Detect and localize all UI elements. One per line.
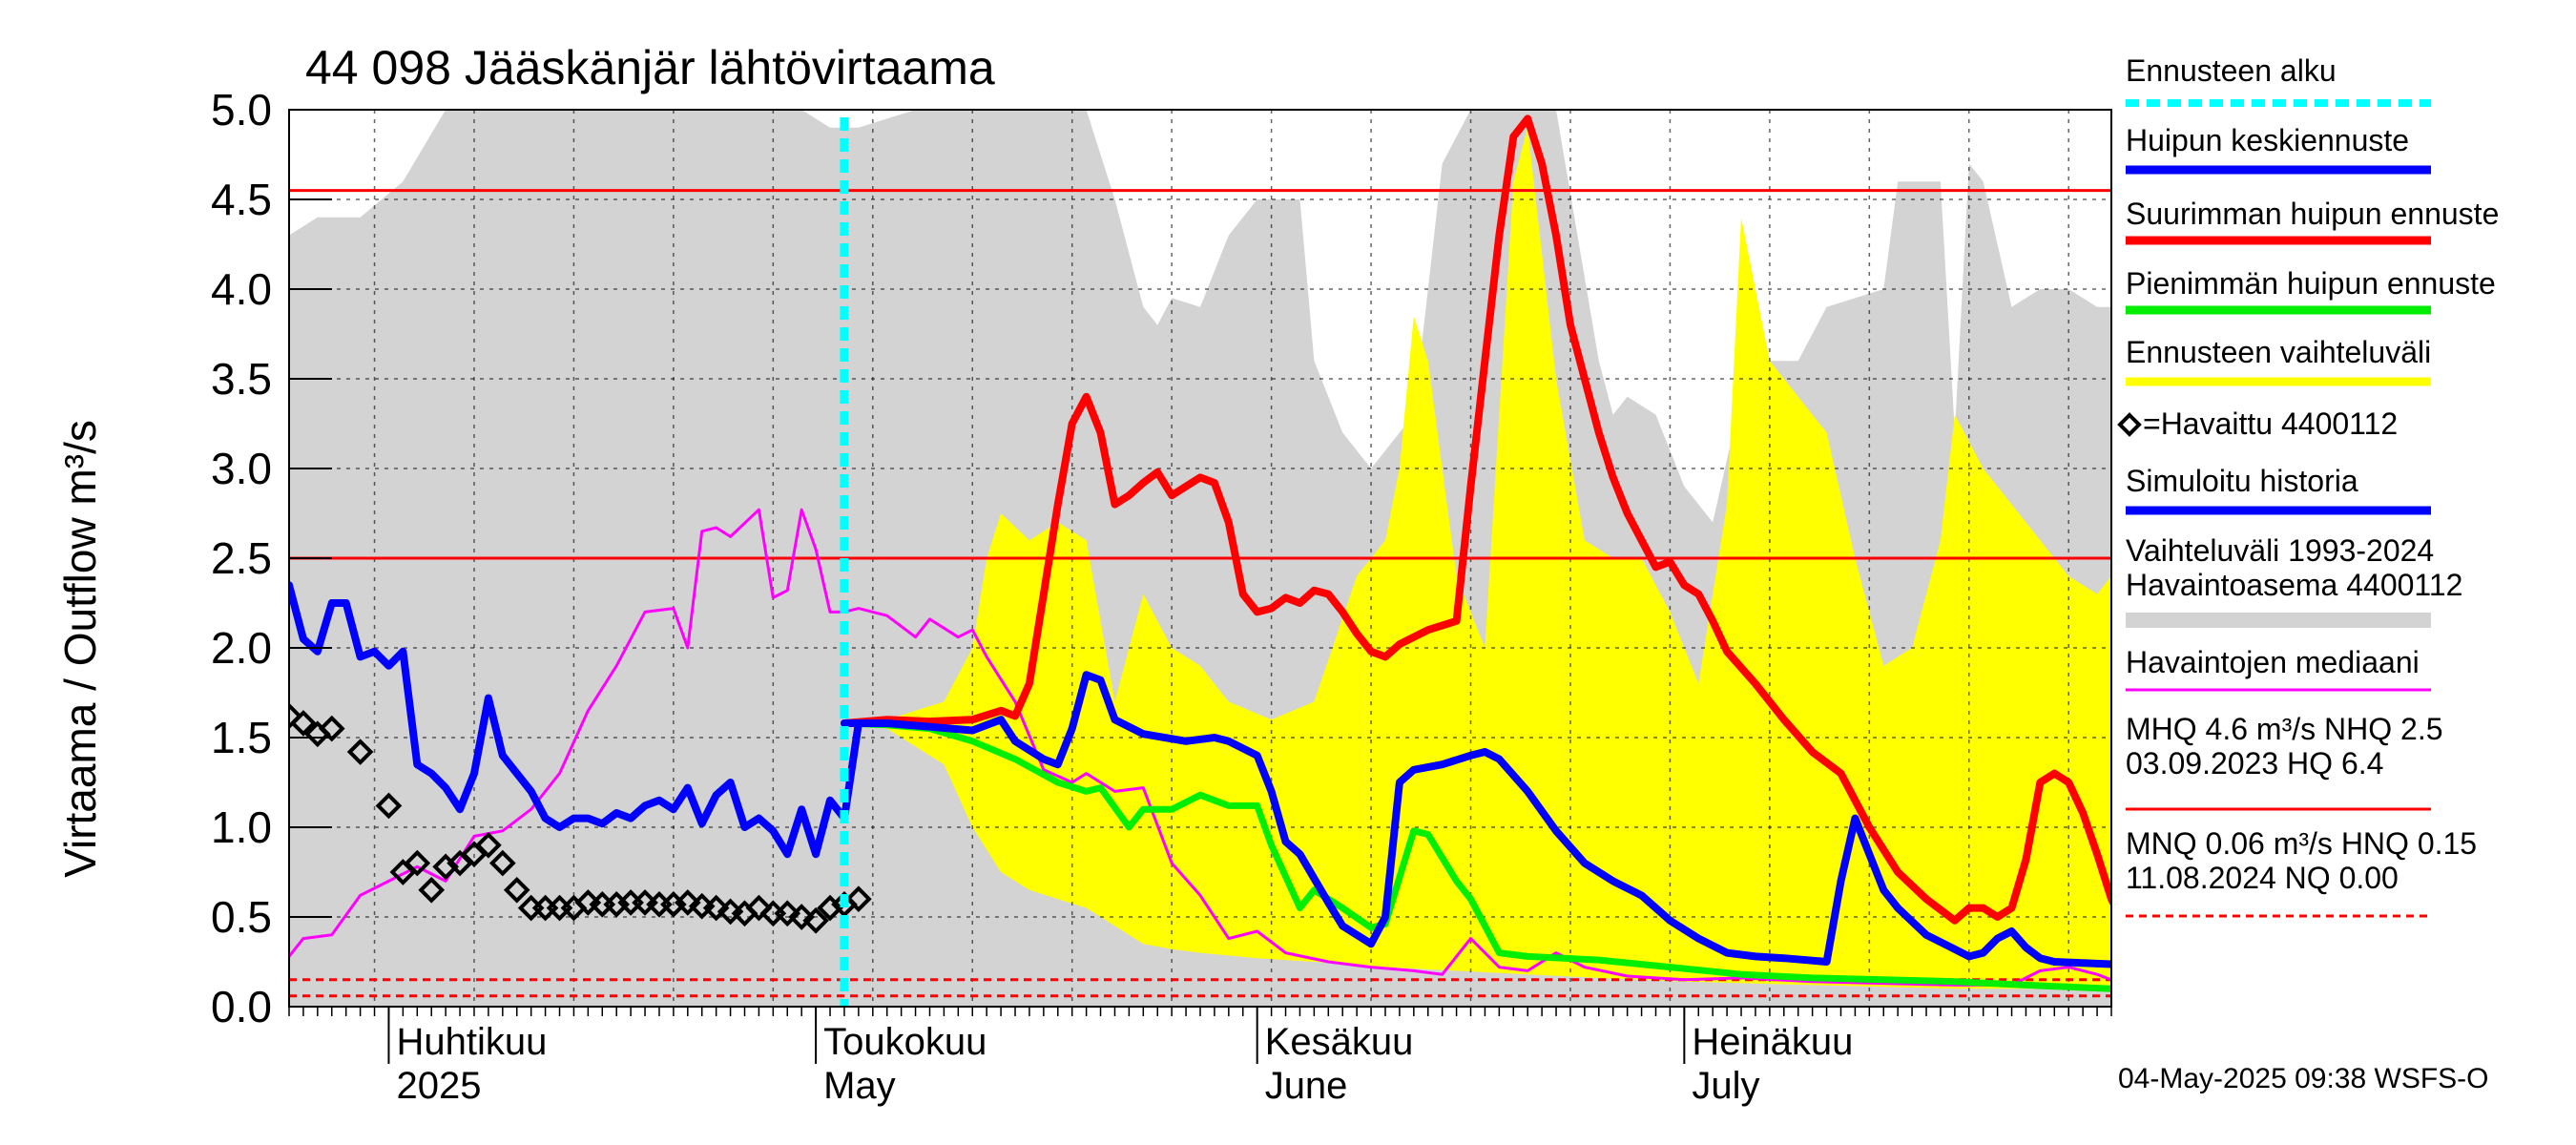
- legend-label: MHQ 4.6 m³/s NHQ 2.5: [2126, 712, 2443, 746]
- forecast-range-band: [844, 127, 2111, 989]
- legend-marker-observed: [2117, 412, 2142, 437]
- x-month-label: Kesäkuu: [1265, 1021, 1414, 1063]
- legend-label: Ennusteen vaihteluväli: [2126, 335, 2431, 369]
- observed-point: [404, 849, 431, 877]
- legend-label-line2: 11.08.2024 NQ 0.00: [2126, 861, 2399, 895]
- y-axis-ticks: 0.0 0.5 1.0 1.5 2.0 2.5 3.0 3.5 4.0 4.5 5.0: [211, 85, 332, 1031]
- y-tick-label: 2.0: [211, 623, 272, 673]
- x-month-label: Toukokuu: [823, 1021, 987, 1063]
- observed-point: [817, 894, 843, 922]
- observed-point: [346, 739, 374, 765]
- series-median: [289, 508, 2111, 987]
- y-tick-label: 3.0: [211, 444, 272, 493]
- y-tick-label: 2.5: [211, 533, 272, 583]
- observed-point: [290, 710, 317, 737]
- observed-points: [289, 702, 872, 934]
- reference-lines: [289, 189, 2111, 998]
- y-tick-label: 1.5: [211, 713, 272, 762]
- observed-point: [702, 894, 730, 922]
- legend-label: Huipun keskiennuste: [2126, 123, 2409, 157]
- chart-title: 44 098 Jääskänjär lähtövirtaama: [305, 41, 995, 94]
- observed-point: [674, 889, 701, 916]
- x-month-sublabel: May: [823, 1065, 896, 1107]
- series-simulated: [289, 581, 862, 859]
- legend-label: Simuloitu historia: [2126, 464, 2358, 498]
- legend-label: Havaintojen mediaani: [2126, 645, 2420, 679]
- observed-point: [488, 849, 516, 877]
- legend: Ennusteen alku Huipun keskiennuste Suurimm…: [2117, 53, 2499, 918]
- observed-point: [318, 715, 345, 742]
- y-tick-label: 1.0: [211, 802, 272, 852]
- legend-label-line2: Havaintoasema 4400112: [2126, 568, 2462, 602]
- x-month-sublabel: July: [1692, 1065, 1759, 1107]
- legend-label: MNQ 0.06 m³/s HNQ 0.15: [2126, 826, 2477, 861]
- legend-label: Suurimman huipun ennuste: [2126, 197, 2499, 231]
- series-lines: [289, 114, 2111, 992]
- y-tick-label: 4.0: [211, 264, 272, 314]
- legend-label: Pienimmän huipun ennuste: [2126, 266, 2496, 301]
- observed-point: [802, 906, 829, 934]
- observed-point: [503, 876, 530, 904]
- legend-label: =Havaittu 4400112: [2143, 406, 2398, 441]
- x-month-sublabel: June: [1265, 1065, 1348, 1107]
- observed-point: [475, 831, 502, 859]
- y-tick-label: 4.5: [211, 175, 272, 224]
- y-axis-label: Virtaama / Outflow m³/s: [55, 420, 105, 878]
- x-month-label: Huhtikuu: [396, 1021, 547, 1063]
- y-tick-label: 5.0: [211, 85, 272, 135]
- observed-point: [418, 876, 446, 904]
- y-tick-label: 0.5: [211, 892, 272, 942]
- legend-label-line2: 03.09.2023 HQ 6.4: [2126, 746, 2383, 781]
- footer-timestamp: 04-May-2025 09:38 WSFS-O: [2118, 1063, 2489, 1094]
- x-month-label: Heinäkuu: [1692, 1021, 1853, 1063]
- x-month-sublabel: 2025: [396, 1065, 481, 1107]
- y-tick-label: 3.5: [211, 354, 272, 404]
- observed-point: [375, 792, 403, 820]
- legend-label: Ennusteen alku: [2126, 53, 2337, 88]
- observed-point: [745, 894, 773, 922]
- legend-label: Vaihteluväli 1993-2024: [2126, 533, 2434, 568]
- y-tick-label: 0.0: [211, 982, 272, 1031]
- observed-point: [845, 885, 872, 913]
- observed-point: [289, 702, 302, 730]
- plot-area: [289, 110, 2111, 1007]
- observed-point: [774, 900, 801, 927]
- observed-point: [788, 904, 816, 930]
- series-max_forecast: [841, 114, 2111, 925]
- observed-point: [432, 853, 459, 881]
- series-mean_forecast: [841, 671, 2111, 968]
